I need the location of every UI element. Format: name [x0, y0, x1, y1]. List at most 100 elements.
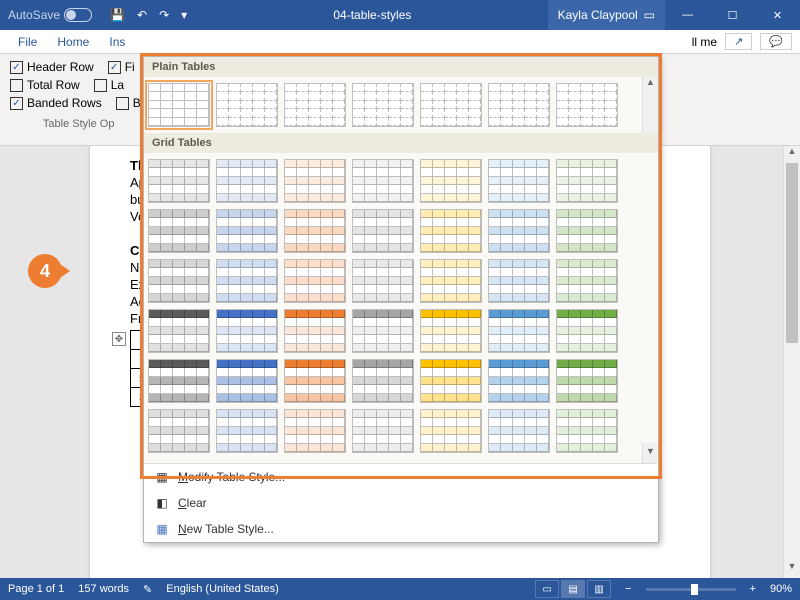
web-layout-button[interactable]: ▥: [587, 580, 611, 598]
table-style-thumb[interactable]: [420, 309, 482, 353]
table-style-thumb[interactable]: [216, 309, 278, 353]
checkbox-first-column[interactable]: ✓Fi: [108, 60, 135, 74]
status-bar: Page 1 of 1 157 words ✎ English (United …: [0, 578, 800, 600]
table-style-thumb[interactable]: [488, 409, 550, 453]
table-style-thumb[interactable]: [352, 259, 414, 303]
table-style-thumb[interactable]: [420, 359, 482, 403]
table-style-thumb[interactable]: [488, 159, 550, 203]
table-style-thumb[interactable]: [216, 159, 278, 203]
table-style-thumb[interactable]: [284, 409, 346, 453]
quick-access-toolbar: 💾 ↶ ↷ ▾: [100, 8, 197, 22]
tab-insert[interactable]: Ins: [99, 35, 135, 49]
table-style-thumb[interactable]: [556, 259, 618, 303]
grid-table-thumbs: ▼: [144, 153, 658, 463]
table-style-options-group: ✓Header Row ✓Fi Total Row La ✓Banded Row…: [0, 54, 157, 145]
zoom-level[interactable]: 90%: [770, 583, 792, 595]
language-indicator[interactable]: English (United States): [166, 583, 279, 595]
table-style-thumb[interactable]: [284, 209, 346, 253]
table-style-thumb[interactable]: [488, 259, 550, 303]
table-style-thumb[interactable]: [488, 209, 550, 253]
table-style-thumb[interactable]: [284, 259, 346, 303]
table-move-handle[interactable]: ✥: [112, 332, 126, 346]
table-style-thumb[interactable]: [284, 359, 346, 403]
table-style-thumb[interactable]: [556, 359, 618, 403]
table-style-thumb[interactable]: [420, 83, 482, 127]
word-count[interactable]: 157 words: [78, 583, 129, 595]
table-style-thumb[interactable]: [148, 359, 210, 403]
table-style-thumb[interactable]: [284, 83, 346, 127]
table-style-thumb[interactable]: [352, 309, 414, 353]
table-style-thumb[interactable]: [488, 309, 550, 353]
checkbox-total-row[interactable]: Total Row: [10, 78, 80, 92]
zoom-in-button[interactable]: +: [750, 583, 756, 595]
user-account[interactable]: Kayla Claypool ▭: [548, 0, 665, 30]
section-grid-tables: Grid Tables: [144, 133, 658, 153]
table-style-thumb[interactable]: [148, 259, 210, 303]
plain-table-thumbs: ▲: [144, 77, 658, 133]
gallery-footer: ▦Modify Table Style... ◧Clear ▦New Table…: [144, 463, 658, 542]
group-label: Table Style Op: [10, 114, 147, 130]
account-icon: ▭: [644, 8, 655, 22]
checkbox-last-column[interactable]: La: [94, 78, 124, 92]
vertical-scrollbar[interactable]: ▲ ▼: [783, 146, 800, 578]
modify-table-style[interactable]: ▦Modify Table Style...: [144, 464, 658, 490]
table-style-thumb[interactable]: [284, 159, 346, 203]
modify-icon: ▦: [154, 469, 170, 485]
customize-qat-icon[interactable]: ▾: [181, 8, 187, 22]
tab-file[interactable]: File: [8, 35, 47, 49]
proofing-icon[interactable]: ✎: [143, 583, 152, 596]
table-style-thumb[interactable]: [556, 83, 618, 127]
table-style-thumb[interactable]: [420, 409, 482, 453]
close-button[interactable]: ✕: [755, 0, 800, 30]
table-style-thumb[interactable]: [352, 359, 414, 403]
table-style-thumb[interactable]: [216, 409, 278, 453]
table-style-thumb[interactable]: [216, 209, 278, 253]
table-style-thumb[interactable]: [352, 209, 414, 253]
table-style-thumb[interactable]: [556, 409, 618, 453]
document-title: 04-table-styles: [197, 8, 547, 22]
new-table-style[interactable]: ▦New Table Style...: [144, 516, 658, 542]
page-indicator[interactable]: Page 1 of 1: [8, 583, 64, 595]
autosave-toggle[interactable]: AutoSave: [0, 8, 100, 22]
table-style-thumb[interactable]: [148, 309, 210, 353]
table-style-thumb[interactable]: [420, 209, 482, 253]
table-style-thumb[interactable]: [488, 83, 550, 127]
share-button[interactable]: ↗: [725, 33, 752, 50]
table-style-thumb[interactable]: [556, 159, 618, 203]
zoom-out-button[interactable]: −: [625, 583, 631, 595]
maximize-button[interactable]: ☐: [710, 0, 755, 30]
table-style-thumb[interactable]: [352, 83, 414, 127]
table-style-thumb[interactable]: [148, 409, 210, 453]
table-style-thumb[interactable]: [420, 159, 482, 203]
checkbox-banded-rows[interactable]: ✓Banded Rows: [10, 96, 102, 110]
table-style-thumb[interactable]: [352, 159, 414, 203]
table-style-thumb[interactable]: [148, 83, 210, 127]
table-style-thumb[interactable]: [148, 159, 210, 203]
table-style-thumb[interactable]: [284, 309, 346, 353]
undo-icon[interactable]: ↶: [137, 8, 147, 22]
table-style-thumb[interactable]: [216, 259, 278, 303]
table-style-thumb[interactable]: [216, 83, 278, 127]
tab-home[interactable]: Home: [47, 35, 99, 49]
save-icon[interactable]: 💾: [110, 8, 125, 22]
read-mode-button[interactable]: ▭: [535, 580, 559, 598]
table-style-thumb[interactable]: [420, 259, 482, 303]
clear-table-style[interactable]: ◧Clear: [144, 490, 658, 516]
minimize-button[interactable]: —: [665, 0, 710, 30]
new-icon: ▦: [154, 521, 170, 537]
table-style-thumb[interactable]: [148, 209, 210, 253]
print-layout-button[interactable]: ▤: [561, 580, 585, 598]
comments-button[interactable]: 💬: [760, 33, 792, 50]
zoom-slider[interactable]: [646, 588, 736, 591]
section-plain-tables: Plain Tables: [144, 57, 658, 77]
table-style-thumb[interactable]: [488, 359, 550, 403]
checkbox-header-row[interactable]: ✓Header Row: [10, 60, 94, 74]
table-style-thumb[interactable]: [556, 309, 618, 353]
tell-me[interactable]: ll me: [692, 35, 717, 49]
table-style-thumb[interactable]: [352, 409, 414, 453]
redo-icon[interactable]: ↷: [159, 8, 169, 22]
table-style-thumb[interactable]: [556, 209, 618, 253]
view-buttons: ▭ ▤ ▥: [535, 580, 611, 598]
table-style-thumb[interactable]: [216, 359, 278, 403]
title-bar: AutoSave 💾 ↶ ↷ ▾ 04-table-styles Kayla C…: [0, 0, 800, 30]
